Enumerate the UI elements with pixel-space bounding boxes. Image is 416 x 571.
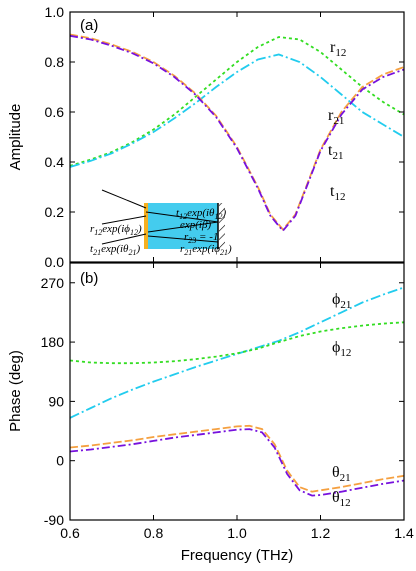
y-tick-label: 0.0 <box>45 254 65 270</box>
curve-label-t12: t12 <box>330 183 345 203</box>
x-tick-label: 1.0 <box>227 525 247 541</box>
metasurface-layer <box>144 203 148 249</box>
series-line-t21 <box>70 33 404 231</box>
series-line-theta12 <box>70 428 404 497</box>
mirror-hatch <box>219 203 225 249</box>
panel-a-tag: (a) <box>80 17 98 34</box>
x-tick-label: 1.4 <box>394 525 414 541</box>
y-tick-label: 0.4 <box>45 154 65 170</box>
inset-label: r21exp(iϕ21) <box>180 243 232 257</box>
curve-label-r12: r12 <box>330 39 346 59</box>
x-axis-title: Frequency (THz) <box>181 547 294 564</box>
series-line-phi21 <box>70 286 404 419</box>
panel-b-ylabel: Phase (deg) <box>7 350 24 432</box>
panel-b: -90 0 90 180 270 0.6 0.8 1.0 1.2 1.4 (b) Phase (d… <box>7 262 414 564</box>
curve-label-theta21: θ21 <box>332 464 351 484</box>
series-line-r21 <box>70 53 404 168</box>
series-line-theta21 <box>70 424 404 493</box>
incident-arrow <box>101 189 147 209</box>
curve-label-r21: r21 <box>328 107 344 127</box>
y-tick-label: 180 <box>41 334 65 350</box>
y-tick-label: 0.2 <box>45 204 65 220</box>
internal-reflected-arrow <box>147 221 219 233</box>
curve-label-t21: t21 <box>328 142 343 162</box>
panel-b-tag: (b) <box>80 270 98 287</box>
inset-label: r23 = -1 <box>184 231 218 245</box>
x-tick-label: 0.8 <box>144 525 164 541</box>
y-tick-label: 270 <box>41 275 65 291</box>
y-tick-label: 90 <box>48 393 64 409</box>
x-tick-label: 0.6 <box>60 525 80 541</box>
curve-label-theta12: θ12 <box>332 489 351 509</box>
outgoing-arrow <box>101 233 147 245</box>
y-tick-label: 0.6 <box>45 104 65 120</box>
reflected-arrow <box>101 215 147 225</box>
series-line-phi12 <box>70 321 404 365</box>
y-tick-label: 0.8 <box>45 54 65 70</box>
inset-label: exp(iβ) <box>180 219 211 231</box>
transmitted-arrow <box>145 211 219 223</box>
curve-label-phi12: ϕ12 <box>332 339 351 359</box>
inset-label: r12exp(iϕ12) <box>90 223 142 237</box>
x-tick-label: 1.2 <box>311 525 331 541</box>
y-tick-label: -90 <box>44 512 64 528</box>
curve-label-phi21: ϕ21 <box>332 291 351 311</box>
internal-arrow-2 <box>147 235 219 243</box>
schematic-inset: t12exp(iθ12)exp(iβ) r12exp(iϕ12) r23 = -1 t… <box>90 189 232 257</box>
series-line-t12 <box>70 34 404 233</box>
panel-a: 0.0 0.2 0.4 0.6 0.8 1.0 (a) Amplitude r12 r21 t… <box>7 4 405 270</box>
inset-label: t12exp(iθ12) <box>176 207 226 221</box>
panel-a-ylabel: Amplitude <box>7 104 24 171</box>
y-tick-label: 0 <box>56 453 64 469</box>
series-line-r12 <box>70 36 404 167</box>
y-tick-label: 1.0 <box>45 4 65 20</box>
inset-label: t21exp(iθ21) <box>90 243 140 257</box>
panel-b-frame <box>69 262 405 521</box>
